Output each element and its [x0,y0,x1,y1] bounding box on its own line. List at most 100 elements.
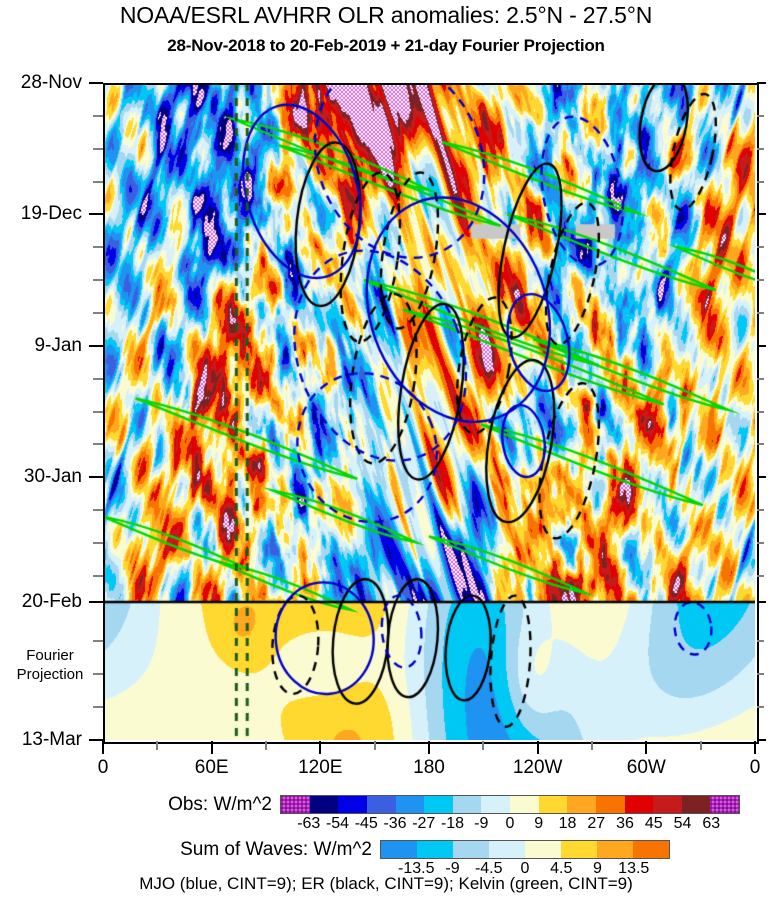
y-tick-minor [93,706,103,709]
y-tick-minor [93,574,103,577]
colorbar-tick-label: -4.5 [474,860,503,877]
y-tick-minor [93,410,103,413]
y-axis-label: 9-Jan [34,334,82,356]
y-tick-minor-right [757,114,764,117]
colorbar-tick-label: -36 [383,815,407,832]
x-tick-minor [482,741,485,750]
overlay-caption: MJO (blue, CINT=9); ER (black, CINT=9); … [139,874,633,893]
colorbar-swatch [510,796,539,813]
x-tick-minor [156,741,159,750]
x-axis-label: 0 [97,757,109,778]
y-tick-minor-right [757,180,764,183]
y-tick-minor [93,114,103,117]
y-axis-label: 20-Feb [21,591,82,613]
y-tick-minor [93,541,103,544]
colorbar-tick-label: 9 [593,860,602,877]
colorbar-swatch [525,841,561,858]
colorbar-tick-label: -18 [440,815,465,832]
colorbar-tick-label: -9 [474,815,489,832]
fourier-projection-note: Fourier Projection [0,646,100,684]
y-tick-major [89,601,103,604]
figure-title: NOAA/ESRL AVHRR OLR anomalies: 2.5°N - 2… [119,2,653,28]
x-axis-label: 120W [512,757,563,778]
y-tick-minor [93,311,103,314]
colorbar-swatch [424,796,453,813]
colorbar-swatch [309,796,339,813]
y-tick-major-right [757,344,766,347]
colorbar-swatch [366,796,396,813]
colorbar-swatch [395,796,425,813]
colorbar-swatch [338,796,367,813]
colorbar-tick-label: -13.5 [398,860,435,877]
colorbar-swatch [453,841,489,858]
olr-anomaly-field [103,83,755,740]
colorbar-tick-label: 36 [616,815,634,832]
colorbar-tick-label: 0 [505,815,515,832]
colorbar-swatch [481,796,510,813]
x-tick-minor [699,741,702,750]
x-tick-major [536,741,539,754]
colorbar [380,840,670,859]
x-axis-label: 120E [298,757,343,778]
x-tick-minor [265,741,267,750]
colorbar-tick-label: 54 [673,815,692,832]
colorbar-tick-label: 9 [534,815,544,832]
colorbar-tick-label: 27 [587,815,606,832]
y-tick-minor [93,279,103,282]
y-axis-label: 28-Nov [20,72,82,93]
y-axis-label: 13-Mar [21,729,82,750]
y-tick-minor-right [757,706,764,709]
x-tick-major [428,741,430,754]
x-tick-major [319,741,322,754]
y-tick-minor [93,377,103,380]
x-tick-major [645,741,648,754]
y-tick-minor-right [757,279,764,282]
colorbar-swatch [624,796,654,813]
y-tick-minor [93,246,103,249]
colorbar-swatch [710,796,739,813]
plot-area [103,83,755,740]
colorbar-swatch [681,796,711,813]
fourier-note-line2: Projection [16,666,84,684]
y-tick-minor-right [757,246,764,249]
y-tick-major-right [757,213,766,216]
x-tick-minor [373,741,376,750]
y-tick-major [89,82,103,84]
colorbar-tick-label: 13.5 [618,860,650,877]
y-tick-minor-right [757,311,764,314]
x-axis-label: 60W [626,757,666,778]
colorbar-swatch [567,796,596,813]
y-axis-label: 30-Jan [23,466,82,488]
x-tick-minor [591,741,593,750]
y-tick-major [89,476,103,479]
y-tick-major-right [757,476,766,479]
y-tick-minor [93,509,103,512]
y-tick-major-right [757,739,766,741]
y-tick-major [89,739,103,741]
colorbar-tick-label: 45 [644,815,663,832]
x-axis-label: 180 [413,757,445,778]
colorbar-swatch [417,841,453,858]
y-tick-minor-right [757,147,764,150]
x-tick-major [754,741,756,754]
y-tick-minor-right [757,410,764,413]
colorbar-tick-label: 18 [558,815,577,832]
colorbar-tick-label: 0 [520,860,530,877]
y-tick-minor [93,673,103,676]
y-tick-minor [93,147,103,150]
colorbar-tick-label: 4.5 [550,860,573,877]
colorbar-ticks: -63 -54 -45 -36 -27 -18 -9 0 9 18 27 36 45 54 63 [280,815,740,833]
fourier-note-line1: Fourier [26,647,74,665]
colorbar-swatch [489,841,525,858]
y-tick-major [89,213,103,216]
colorbar-swatch [538,796,568,813]
y-tick-minor-right [757,673,764,676]
colorbar-swatch [595,796,625,813]
figure-subtitle: 28-Nov-2018 to 20-Feb-2019 + 21-day Four… [167,36,605,55]
colorbar [280,795,740,814]
colorbar-tick-label: -27 [412,815,436,832]
x-tick-major [210,741,213,754]
colorbar-swatch [561,841,597,858]
y-tick-minor [93,180,103,183]
